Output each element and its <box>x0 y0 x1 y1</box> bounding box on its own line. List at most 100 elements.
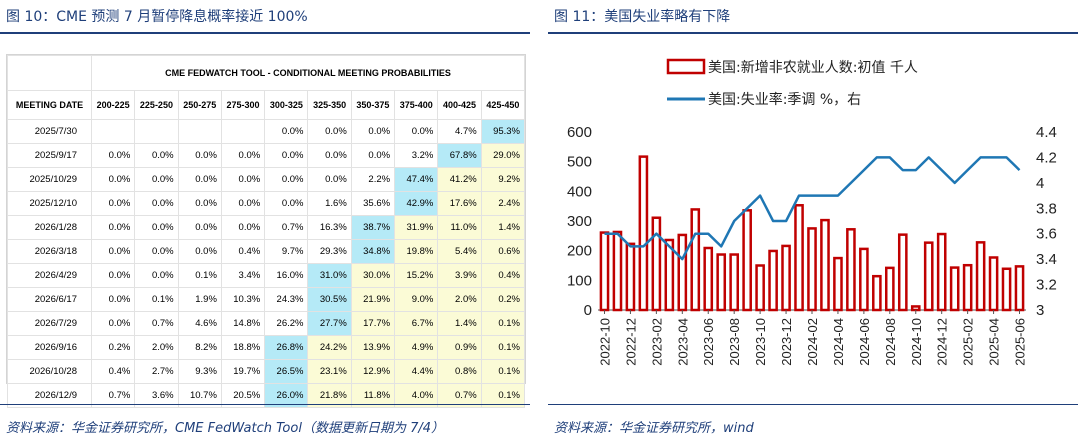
probability-cell: 0.0% <box>307 143 352 168</box>
y-right-tick-label: 4.2 <box>1036 149 1057 166</box>
payrolls-bar <box>677 233 688 312</box>
meeting-date-cell: 2026/7/29 <box>7 311 92 336</box>
table-row: 2026/4/29 0.0% 0.0% 0.1% 3.4% 16.0% 31.0% 30.0%… <box>7 263 526 288</box>
probability-cell: 42.9% <box>394 191 439 216</box>
probability-cell: 0.0% <box>90 215 136 240</box>
payrolls-bar <box>1001 267 1012 312</box>
x-tick-label: 2024-10 <box>909 318 924 366</box>
y-right-tick-label: 3.6 <box>1036 226 1057 243</box>
payrolls-bar <box>638 155 649 312</box>
right-figure-panel: 图 11：美国失业率略有下降 美国:新增非农就业人数:初值 千人 美国:失业率:… <box>548 0 1080 438</box>
payrolls-bar <box>651 216 662 312</box>
right-figure-title: 图 11：美国失业率略有下降 <box>554 9 731 25</box>
probability-cell: 26.5% <box>264 359 309 384</box>
y-left-tick-label: 300 <box>567 213 592 230</box>
probability-cell: 0.0% <box>134 191 179 216</box>
probability-cell: 19.7% <box>220 359 266 384</box>
column-header-rate-range: 400-425 <box>437 90 482 120</box>
probability-cell: 0.1% <box>177 263 222 288</box>
meeting-date-cell: 2025/9/17 <box>7 143 92 168</box>
probability-cell: 24.3% <box>264 287 309 312</box>
y-right-tick-label: 3 <box>1036 302 1044 319</box>
payrolls-bar <box>755 264 765 312</box>
probability-cell: 0.0% <box>90 263 136 288</box>
probability-cell: 29.0% <box>480 143 526 168</box>
probability-cell: 41.2% <box>437 167 482 192</box>
probability-cell: 0.0% <box>90 167 136 192</box>
probability-cell: 0.0% <box>350 119 396 144</box>
probability-cell: 31.9% <box>394 215 439 240</box>
probability-cell: 5.4% <box>437 239 482 264</box>
probability-cell: 0.7% <box>134 311 179 336</box>
probability-cell: 1.4% <box>437 311 482 336</box>
table-row: 2026/6/17 0.0% 0.1% 1.9% 10.3% 24.3% 30.5% 21.9… <box>7 287 526 312</box>
probability-cell: 9.2% <box>480 167 526 192</box>
payrolls-bar <box>703 246 714 312</box>
column-header-meeting-date: MEETING DATE <box>7 90 92 120</box>
column-header-rate-range: 200-225 <box>90 90 136 120</box>
probability-cell: 0.0% <box>134 143 179 168</box>
meeting-date-cell: 2026/9/16 <box>7 335 92 360</box>
probability-cell: 29.3% <box>307 239 352 264</box>
probability-cell: 0.1% <box>480 335 526 360</box>
probability-cell: 0.4% <box>220 239 266 264</box>
right-source-rule <box>548 404 1078 405</box>
table-row: 2026/12/9 0.7% 3.6% 10.7% 20.5% 26.0% 21.8% 11.… <box>7 383 526 408</box>
probability-cell: 16.0% <box>264 263 309 288</box>
x-tick-label: 2025-04 <box>987 318 1002 366</box>
unemployment-line <box>604 156 1021 261</box>
payrolls-bar <box>612 230 623 312</box>
column-header-rate-range: 250-275 <box>177 90 222 120</box>
meeting-date-cell: 2026/4/29 <box>7 263 92 288</box>
payrolls-bar <box>949 266 960 312</box>
probability-cell: 0.0% <box>90 287 136 312</box>
x-tick-label: 2022-10 <box>597 318 612 366</box>
probability-cell: 30.5% <box>307 287 352 312</box>
probability-cell: 2.4% <box>480 191 526 216</box>
probability-cell: 0.0% <box>177 191 222 216</box>
probability-cell: 0.0% <box>177 215 222 240</box>
column-header-rate-range: 350-375 <box>350 90 396 120</box>
y-right-tick-label: 4.4 <box>1036 124 1057 141</box>
probability-cell: 38.7% <box>350 215 396 240</box>
x-tick-label: 2024-08 <box>883 318 898 366</box>
payrolls-bar <box>625 242 636 312</box>
probability-cell: 0.0% <box>220 143 266 168</box>
probability-cell: 0.0% <box>90 143 136 168</box>
payrolls-bar <box>820 218 830 312</box>
x-tick-label: 2025-06 <box>1013 318 1028 366</box>
probability-cell: 0.6% <box>480 239 526 264</box>
payrolls-bar <box>846 228 856 312</box>
chart-legend: 美国:新增非农就业人数:初值 千人 美国:失业率:季调 %，右 <box>666 58 918 108</box>
table-row: 2026/3/18 0.0% 0.0% 0.0% 0.4% 9.7% 29.3% 34.8% 1… <box>7 239 526 264</box>
table-super-header: CME FEDWATCH TOOL - CONDITIONAL MEETING … <box>91 55 525 91</box>
probability-cell: 12.9% <box>350 359 396 384</box>
probability-cell: 0.0% <box>134 263 179 288</box>
table-header-row: MEETING DATE 200-225 225-250 250-275 275-300… <box>7 90 526 120</box>
probability-cell: 8.2% <box>177 335 222 360</box>
payrolls-bar <box>962 263 973 312</box>
probability-cell: 17.6% <box>437 191 482 216</box>
payrolls-bar <box>716 253 727 312</box>
x-tick-label: 2024-02 <box>805 318 820 366</box>
table-row: 2026/9/16 0.2% 2.0% 8.2% 18.8% 26.8% 24.2% 13.9… <box>7 335 526 360</box>
probability-cell: 0.1% <box>480 383 526 408</box>
table-row: 2026/10/28 0.4% 2.7% 9.3% 19.7% 26.5% 23.1% 12.… <box>7 359 526 384</box>
table-row: 2025/7/30 0.0% 0.0% 0.0% 0.0% 4.7% 95.3% <box>7 119 526 144</box>
y-left-tick-label: 400 <box>567 183 592 200</box>
x-tick-label: 2024-04 <box>831 318 846 366</box>
x-tick-label: 2023-06 <box>701 318 716 366</box>
payrolls-bar <box>807 227 817 312</box>
probability-cell: 16.3% <box>307 215 352 240</box>
probability-cell: 2.2% <box>350 167 396 192</box>
probability-cell: 2.7% <box>134 359 179 384</box>
probability-cell: 0.0% <box>264 119 309 144</box>
y-right-tick-label: 3.8 <box>1036 200 1057 217</box>
column-header-rate-range: 300-325 <box>264 90 309 120</box>
probability-cell: 0.0% <box>134 167 179 192</box>
meeting-date-cell: 2026/1/28 <box>7 215 92 240</box>
meeting-date-cell: 2025/10/29 <box>7 167 92 192</box>
payrolls-bar <box>885 266 895 312</box>
y-left-tick-label: 500 <box>567 154 592 171</box>
probability-cell: 15.2% <box>394 263 439 288</box>
